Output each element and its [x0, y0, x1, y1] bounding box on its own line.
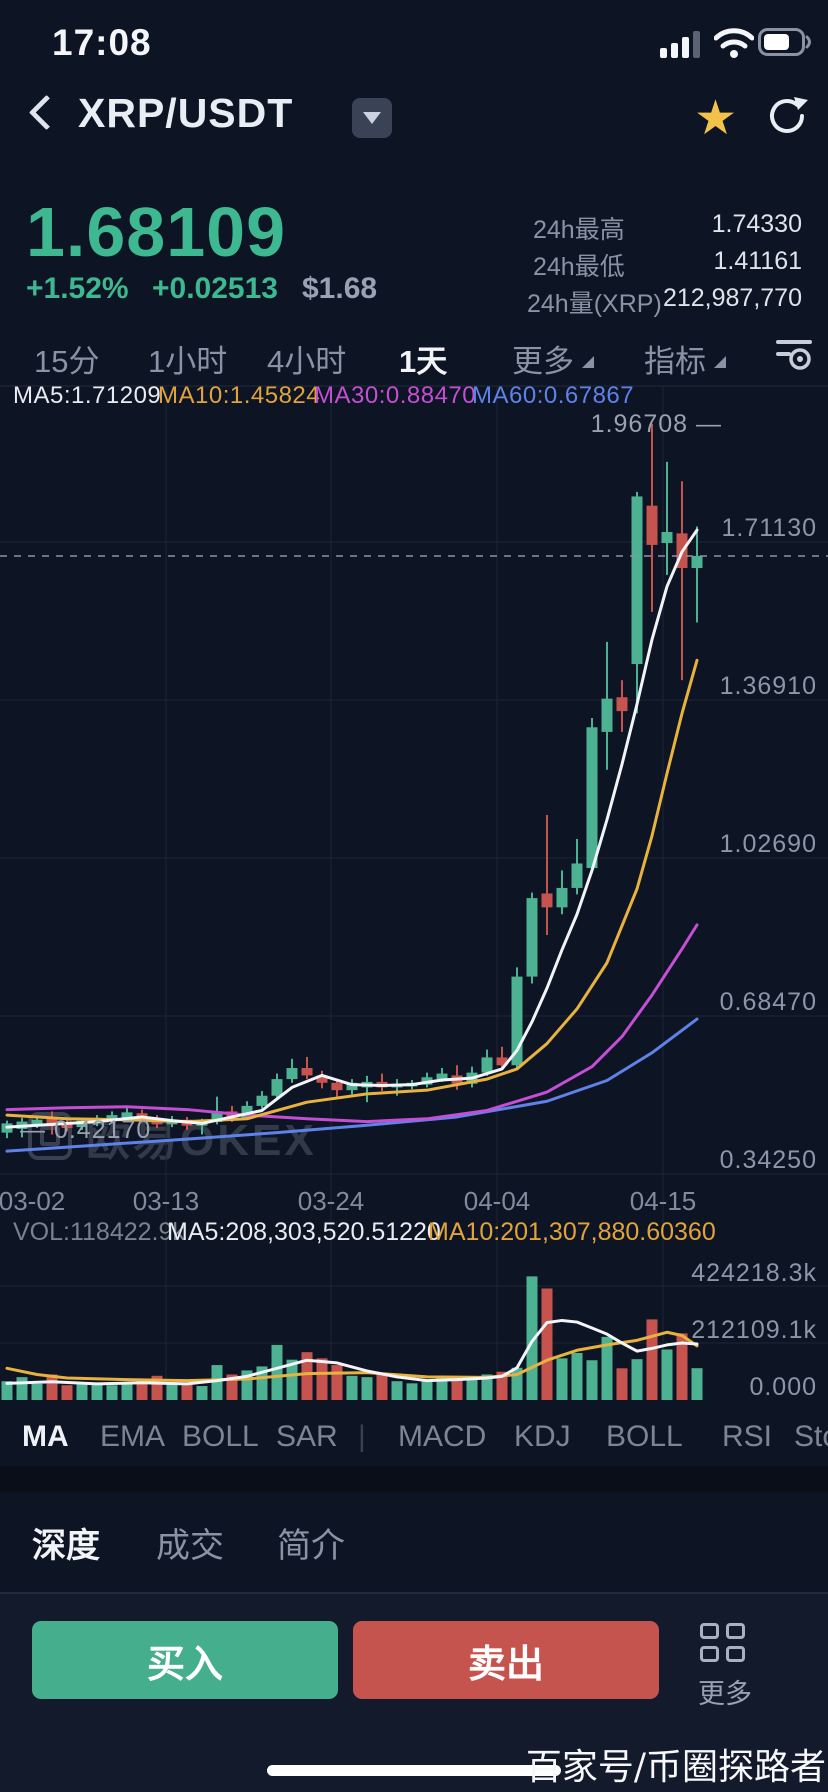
tab-1hour[interactable]: 1小时: [148, 344, 228, 379]
favorite-star-icon[interactable]: ★: [694, 92, 738, 145]
ma60-legend: MA60:0.67867: [472, 382, 635, 409]
price-tick-label: 0.34250: [719, 1145, 817, 1174]
tab-15min[interactable]: 15分: [34, 344, 100, 379]
pair-title: XRP/USDT: [78, 90, 294, 136]
more-dropdown-icon: [582, 356, 594, 368]
vol-ma10-label: MA10:201,307,880.60360: [428, 1218, 716, 1246]
tab-profile[interactable]: 简介: [277, 1527, 345, 1565]
date-tick-label: 03-02: [0, 1186, 66, 1216]
indicator-tab-sar[interactable]: SAR: [276, 1420, 338, 1453]
more-label: 更多: [698, 1679, 752, 1709]
indicator-tab-boll2[interactable]: BOLL: [606, 1420, 683, 1453]
ma30-legend: MA30:0.88470: [314, 382, 477, 409]
tab-trades[interactable]: 成交: [156, 1527, 224, 1565]
ma5-legend: MA5:1.71209: [13, 382, 162, 409]
tab-depth[interactable]: 深度: [32, 1527, 100, 1565]
indicator-tab-ma[interactable]: MA: [22, 1420, 69, 1453]
price-tick-label: 1.36910: [719, 671, 817, 700]
indicator-dropdown-icon: [714, 356, 726, 368]
wifi-icon: [714, 28, 754, 58]
tab-1day[interactable]: 1天: [399, 344, 448, 379]
indicator-tab-sto[interactable]: Sto: [794, 1420, 828, 1453]
stat-volume-value: 212,987,770: [662, 284, 802, 312]
vol-current-label: VOL:118422.9k: [13, 1218, 185, 1246]
indicator-tab-divider: |: [358, 1420, 366, 1453]
fiat-price: $1.68: [302, 272, 378, 305]
home-indicator[interactable]: [267, 1765, 561, 1776]
refresh-icon[interactable]: [766, 94, 810, 138]
date-tick-label: 04-04: [463, 1186, 531, 1216]
battery-icon: [758, 28, 811, 56]
sell-button[interactable]: 卖出: [353, 1621, 659, 1699]
stat-high-value: 1.74330: [711, 210, 802, 238]
high-annotation: 1.96708 —: [590, 410, 722, 438]
indicator-tab-kdj[interactable]: KDJ: [514, 1420, 571, 1453]
date-tick-label: 03-24: [297, 1186, 365, 1216]
vol-ma5-label: MA5:208,303,520.51220: [167, 1218, 441, 1246]
buy-button[interactable]: 买入: [32, 1621, 338, 1699]
section-separator: [0, 1466, 828, 1492]
status-time: 17:08: [52, 22, 152, 63]
volume-tick-label: 0.000: [749, 1373, 817, 1401]
stat-low-label: 24h最低: [533, 253, 625, 281]
cellular-signal-icon: [660, 31, 700, 58]
change-absolute: +0.02513: [152, 272, 278, 305]
date-tick-label: 03-13: [132, 1186, 200, 1216]
more-grid-icon[interactable]: [700, 1623, 748, 1665]
pair-dropdown-button[interactable]: [352, 98, 392, 138]
tab-more[interactable]: 更多: [512, 344, 574, 379]
stat-high-label: 24h最高: [533, 216, 625, 244]
page-watermark: 百家号/币圈探路者: [525, 1747, 826, 1788]
volume-tick-label: 424218.3k: [691, 1258, 817, 1287]
ma10-legend: MA10:1.45824: [158, 382, 321, 409]
date-tick-label: 04-15: [629, 1186, 697, 1216]
indicator-tab-rsi[interactable]: RSI: [722, 1420, 773, 1453]
indicator-tab-macd[interactable]: MACD: [398, 1420, 487, 1453]
depth-view-icon[interactable]: [776, 334, 814, 376]
chevron-down-icon: [363, 112, 381, 124]
price-tick-label: 1.71130: [721, 514, 817, 542]
panel-divider: [0, 1592, 828, 1594]
tab-indicator[interactable]: 指标: [644, 344, 706, 379]
indicator-tab-boll[interactable]: BOLL: [182, 1420, 259, 1453]
back-button[interactable]: [28, 94, 65, 131]
tab-4hour[interactable]: 4小时: [267, 344, 347, 379]
volume-tick-label: 212109.1k: [691, 1315, 817, 1344]
price-tick-label: 1.02690: [719, 829, 817, 858]
price-tick-label: 0.68470: [719, 987, 817, 1016]
stat-volume-label: 24h量(XRP): [527, 290, 662, 318]
last-price: 1.68109: [26, 193, 287, 271]
indicator-tab-ema[interactable]: EMA: [100, 1420, 166, 1453]
stat-low-value: 1.41161: [713, 247, 802, 275]
change-percent: +1.52%: [26, 272, 129, 305]
low-annotation: — 0.42170: [20, 1116, 152, 1144]
